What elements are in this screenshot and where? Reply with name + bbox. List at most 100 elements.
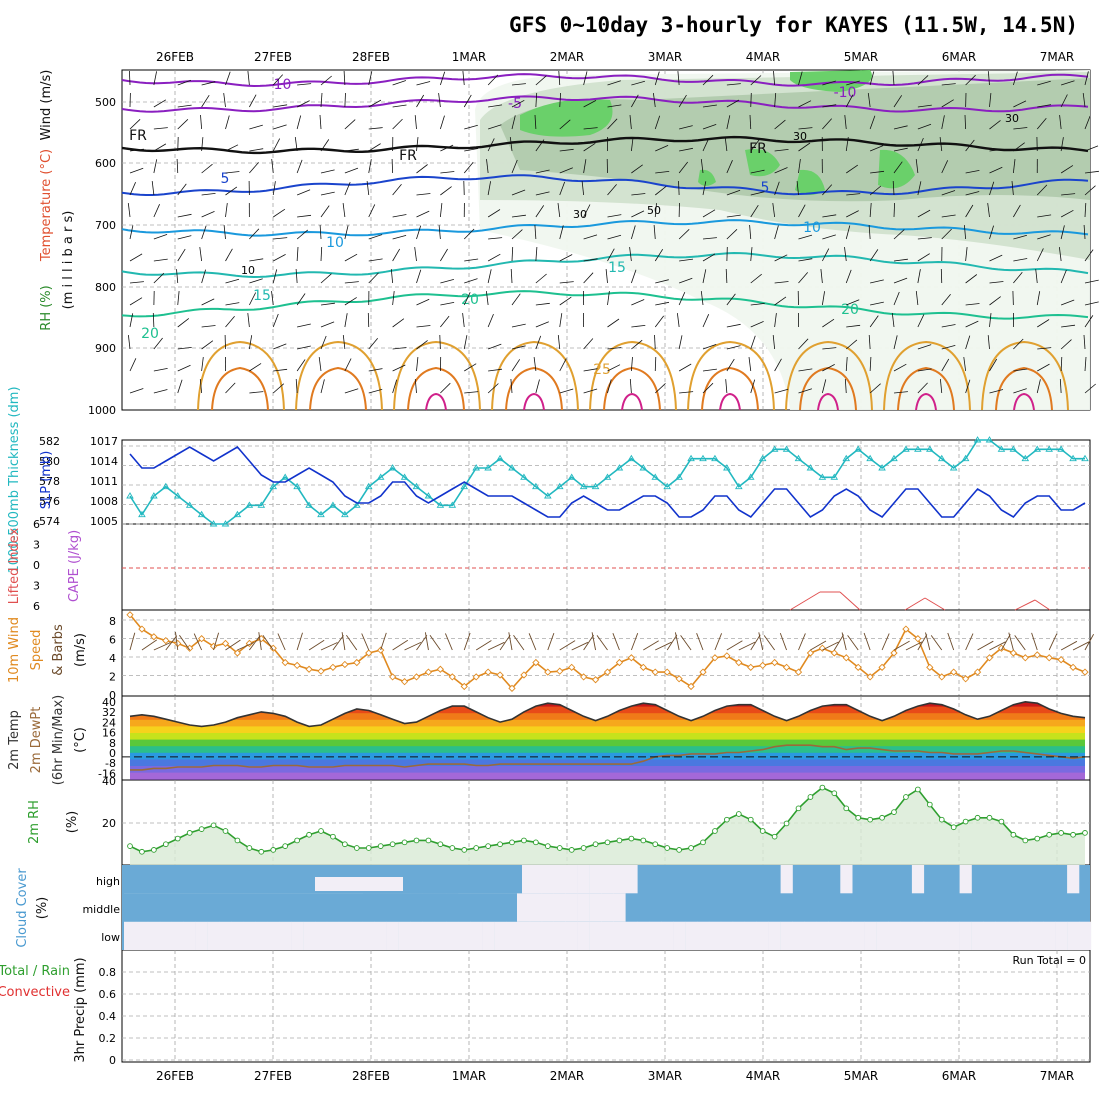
wind-barb xyxy=(583,159,587,174)
wind-barb xyxy=(748,357,752,372)
wind-barb xyxy=(822,364,835,372)
wind-barb xyxy=(201,81,216,86)
surface-wind-barb xyxy=(930,635,943,651)
wind-barb xyxy=(440,186,452,196)
surface-wind-barb xyxy=(463,632,471,651)
cloud-gap-low xyxy=(1031,921,1044,950)
wind-barb xyxy=(464,124,478,130)
wind-barb xyxy=(965,274,978,284)
thickness-point xyxy=(1069,454,1077,462)
wind-barb xyxy=(702,344,717,350)
wind10m-point xyxy=(818,644,827,652)
thickness-point xyxy=(949,464,958,471)
wind-barb xyxy=(392,364,406,372)
temp-tick-8: 8 xyxy=(109,737,116,750)
wind-barb xyxy=(249,94,257,108)
surface-wind-barb xyxy=(141,639,158,651)
precip-tick-0.2: 0.2 xyxy=(99,1032,117,1045)
rh2m-point xyxy=(724,816,730,823)
cloud-gap-low xyxy=(517,921,531,950)
rh2m-point xyxy=(258,848,265,855)
wind-barb xyxy=(414,379,417,394)
wind-barb xyxy=(726,229,738,240)
li-trace xyxy=(1014,599,1036,611)
wind-barb xyxy=(320,191,335,196)
contour-label-6: 20 xyxy=(141,326,159,342)
wind10m-point xyxy=(985,654,994,662)
wind-barb xyxy=(607,80,621,86)
thickness-point xyxy=(830,473,839,480)
wind-barb xyxy=(440,315,450,328)
wind-barb xyxy=(320,273,332,284)
cloud-gap-low xyxy=(159,921,172,950)
date-bottom-3mar: 3MAR xyxy=(648,1069,683,1083)
wind-barb xyxy=(631,164,643,174)
cloud-gap-low xyxy=(732,921,745,950)
loop-35-6 xyxy=(817,392,839,411)
rh2m-point xyxy=(950,824,957,831)
rh2m-point xyxy=(127,843,133,849)
cloud-gap-low xyxy=(171,921,184,950)
surface-wind-barb xyxy=(763,635,775,651)
wind-barb xyxy=(750,321,764,328)
wind-barb xyxy=(915,291,919,306)
thickness-point xyxy=(890,454,898,462)
wind-barb xyxy=(845,269,852,284)
wind-barb xyxy=(318,357,322,372)
wind-barb xyxy=(368,368,383,372)
rh2m-point xyxy=(568,847,575,853)
wind-barb xyxy=(153,272,165,284)
thickness-point xyxy=(937,454,946,462)
wind-barb xyxy=(653,224,656,240)
surface-wind-barb xyxy=(424,632,429,651)
cloud-gap-low xyxy=(756,921,769,950)
wind-barb xyxy=(273,124,287,130)
wind-barb xyxy=(511,246,514,262)
wind-barb xyxy=(510,268,513,284)
wind-barb xyxy=(296,115,302,130)
wind-barb xyxy=(845,356,848,372)
rh2m-point xyxy=(234,837,241,844)
wind-barb xyxy=(965,74,976,86)
cloud-gap-low xyxy=(434,921,447,950)
wind-barb xyxy=(654,383,666,394)
cloud-gap-low xyxy=(971,921,984,950)
wind-barb xyxy=(798,272,809,284)
wind-barb xyxy=(177,364,191,372)
slp-tick-1005: 1005 xyxy=(90,515,118,528)
wind-barb xyxy=(129,388,144,394)
rh2m-point xyxy=(628,835,635,842)
rh2m-point xyxy=(473,845,480,851)
wind-barb xyxy=(535,302,550,306)
wind10m-point xyxy=(544,668,552,676)
wind-barb xyxy=(941,190,956,196)
contour-line-5 xyxy=(121,251,1089,279)
wind-barb xyxy=(893,335,898,350)
wind10m-point xyxy=(615,658,624,667)
wind-barb xyxy=(273,368,288,372)
surface-wind-barb xyxy=(1031,632,1038,651)
wind-barb xyxy=(822,347,837,350)
cloud-gap-low xyxy=(625,921,638,950)
wind-barb xyxy=(129,313,134,328)
wind-barb xyxy=(965,191,980,196)
loop-25-7 xyxy=(883,340,971,411)
rh2m-point xyxy=(1010,831,1017,838)
wind-barb xyxy=(1084,71,1089,86)
wind-barb xyxy=(774,92,777,108)
wind10m-point xyxy=(508,684,516,692)
wind-barb xyxy=(176,269,179,284)
rh2m-point xyxy=(461,847,468,853)
wind10m-point xyxy=(520,671,528,679)
surface-wind-barb xyxy=(947,632,955,651)
cloud-gap-low xyxy=(1067,921,1080,950)
wind-barb xyxy=(414,247,417,262)
wind-barb xyxy=(368,258,383,262)
wind-barb xyxy=(344,388,359,394)
wind-barb xyxy=(677,313,680,328)
contour-label-3: 5 xyxy=(221,171,230,187)
wind-barb xyxy=(200,114,203,130)
wind-barb xyxy=(296,246,299,262)
wind-barb xyxy=(511,214,526,218)
wind-barb xyxy=(297,214,312,218)
